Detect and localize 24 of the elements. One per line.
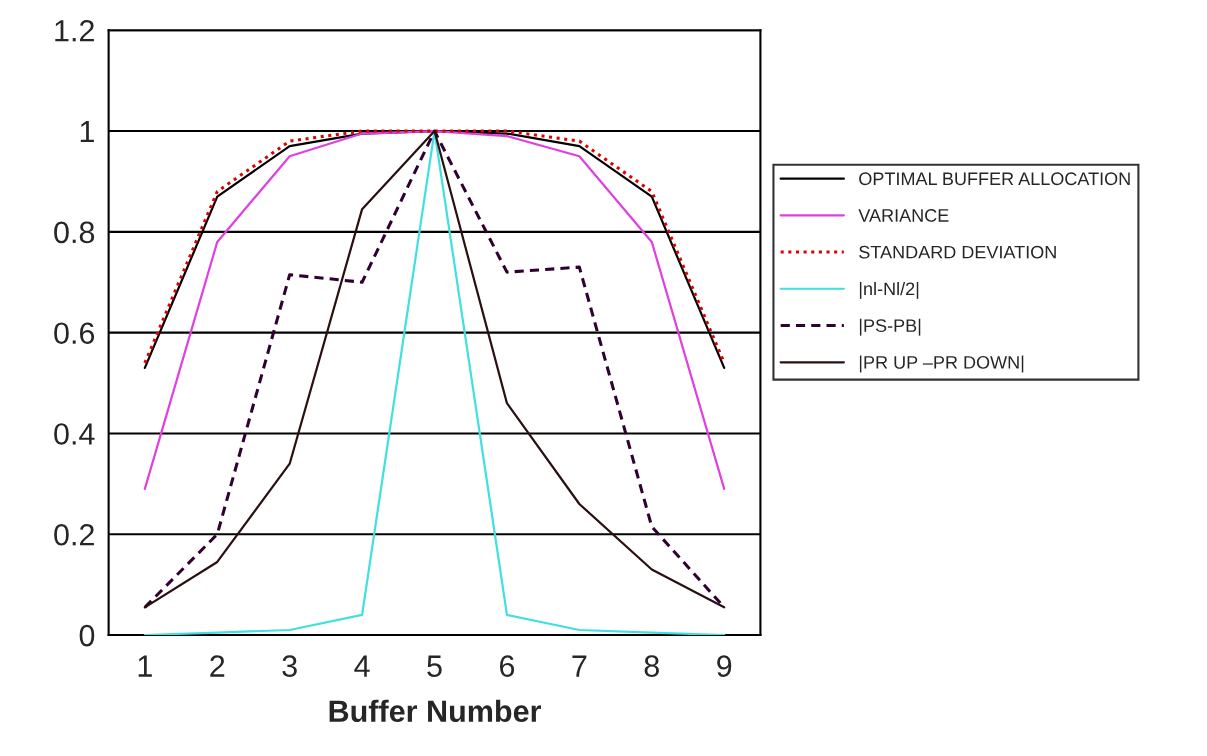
x-axis-title: Buffer Number — [329, 699, 542, 723]
x-tick-label: 3 — [282, 655, 297, 677]
x-tick-label: 1 — [138, 655, 152, 677]
y-tick-label: 0.8 — [54, 221, 95, 244]
x-tick-label: 9 — [717, 655, 732, 677]
legend-label: VARIANCE — [858, 209, 949, 222]
x-tick-label: 6 — [500, 655, 515, 677]
y-tick-label: 1 — [80, 121, 94, 143]
y-tick-label: 0.6 — [54, 322, 95, 345]
legend-label: STANDARD DEVIATION — [859, 245, 1056, 259]
x-tick-label: 5 — [427, 655, 442, 677]
x-tick-label: 4 — [354, 655, 370, 677]
line-series — [143, 129, 726, 490]
y-tick-label: 0.4 — [54, 423, 95, 445]
legend-label: |nl-Nl/2| — [859, 281, 919, 299]
x-tick-label: 8 — [644, 655, 659, 677]
x-tick-label: 2 — [210, 655, 225, 677]
y-tick-label: 0.2 — [54, 523, 94, 546]
y-tick-label: 0 — [79, 624, 95, 647]
legend-label: OPTIMAL BUFFER ALLOCATION — [859, 172, 1130, 186]
x-tick-label: 7 — [572, 655, 587, 677]
legend-label: |PS-PB| — [859, 318, 921, 336]
legend-label: |PR UP –PR DOWN| — [859, 355, 1024, 373]
y-tick-label: 1.2 — [55, 19, 94, 42]
